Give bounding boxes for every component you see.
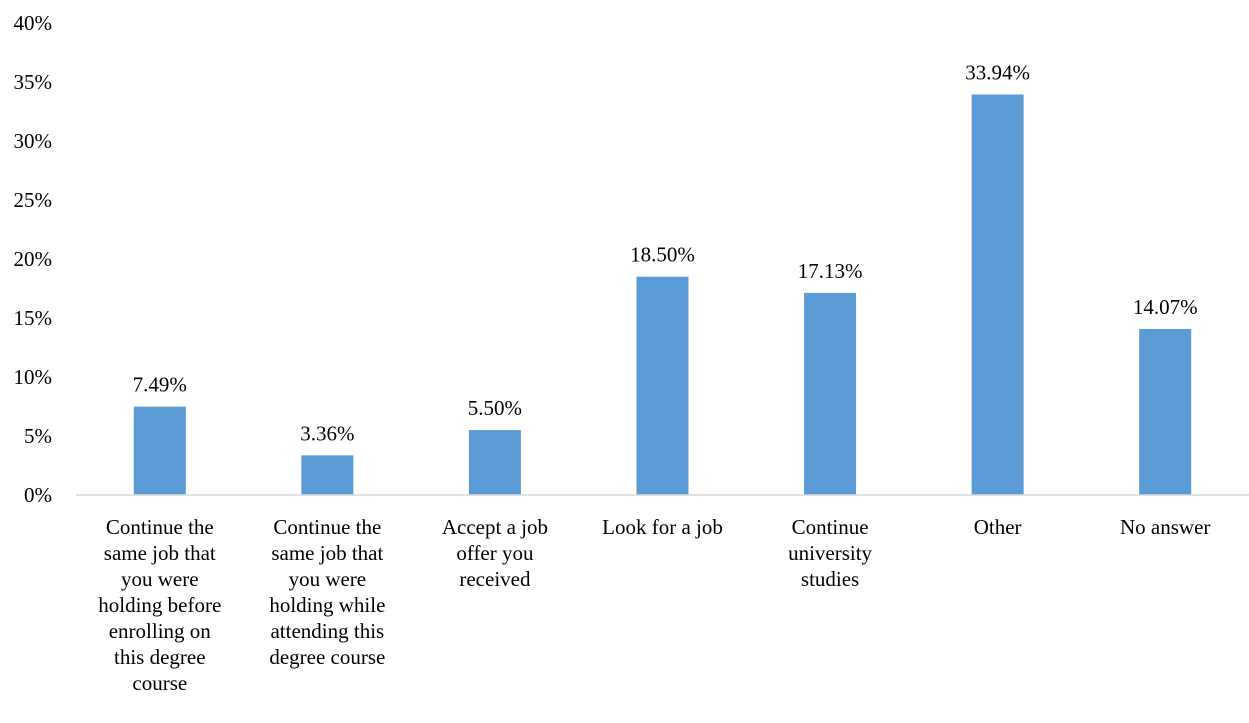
category-label-line: Other [974, 515, 1022, 539]
category-label: Continue the same job that you were holding… [98, 515, 221, 695]
y-tick-label: 30% [14, 129, 53, 153]
category-label-line: received [459, 567, 531, 591]
bar [1139, 328, 1192, 495]
category-label-line: same job that [104, 541, 216, 565]
category-label-line: Continue the [273, 515, 381, 539]
category-label-line: offer you [456, 541, 534, 565]
category-label-line: university [788, 541, 872, 565]
category-label-line: attending this [270, 619, 384, 643]
y-tick-label: 10% [14, 365, 53, 389]
y-tick-label: 35% [14, 70, 53, 94]
bar [301, 455, 354, 495]
y-axis: 0% 5% 10% 15% 20% 25% 30% 35% 40% [14, 11, 53, 507]
category-label-line: No answer [1120, 515, 1210, 539]
category-label-line: you were [289, 567, 367, 591]
category-label-line: this degree [114, 645, 206, 669]
category-label: Look for a job [602, 515, 723, 539]
bar [804, 292, 857, 495]
y-tick-label: 5% [24, 424, 52, 448]
category-label-line: studies [801, 567, 859, 591]
data-label: 5.50% [468, 396, 522, 420]
category-label: Accept a job offer you received [442, 515, 548, 591]
y-tick-label: 20% [14, 247, 53, 271]
category-label: Continue university studies [788, 515, 872, 591]
category-label-line: Continue [792, 515, 869, 539]
data-labels: 7.49% 3.36% 5.50% 18.50% 17.13% 33.94% 14.07% [133, 61, 1198, 446]
bars [133, 94, 1192, 496]
category-label: Continue the same job that you were holding… [269, 515, 385, 669]
category-label-line: Continue the [106, 515, 214, 539]
bar [133, 406, 186, 495]
data-label: 18.50% [630, 243, 695, 267]
category-label-line: holding while [269, 593, 385, 617]
data-label: 14.07% [1133, 295, 1198, 319]
category-label-line: enrolling on [109, 619, 212, 643]
data-label: 33.94% [965, 61, 1030, 85]
category-label-line: holding before [98, 593, 221, 617]
data-label: 3.36% [300, 421, 354, 445]
category-label: No answer [1120, 515, 1210, 539]
category-label-line: Look for a job [602, 515, 723, 539]
data-label: 17.13% [798, 259, 863, 283]
data-label: 7.49% [133, 373, 187, 397]
y-tick-label: 0% [24, 483, 52, 507]
bar [468, 430, 521, 495]
x-axis: Continue the same job that you were holding… [98, 515, 1210, 695]
category-label: Other [974, 515, 1022, 539]
category-label-line: you were [121, 567, 199, 591]
y-tick-label: 40% [14, 11, 53, 35]
bar [971, 94, 1024, 496]
y-tick-label: 15% [14, 306, 53, 330]
y-tick-label: 25% [14, 188, 53, 212]
category-label-line: Accept a job [442, 515, 548, 539]
category-label-line: same job that [271, 541, 383, 565]
category-label-line: course [132, 671, 187, 695]
category-label-line: degree course [269, 645, 385, 669]
bar [636, 276, 689, 495]
